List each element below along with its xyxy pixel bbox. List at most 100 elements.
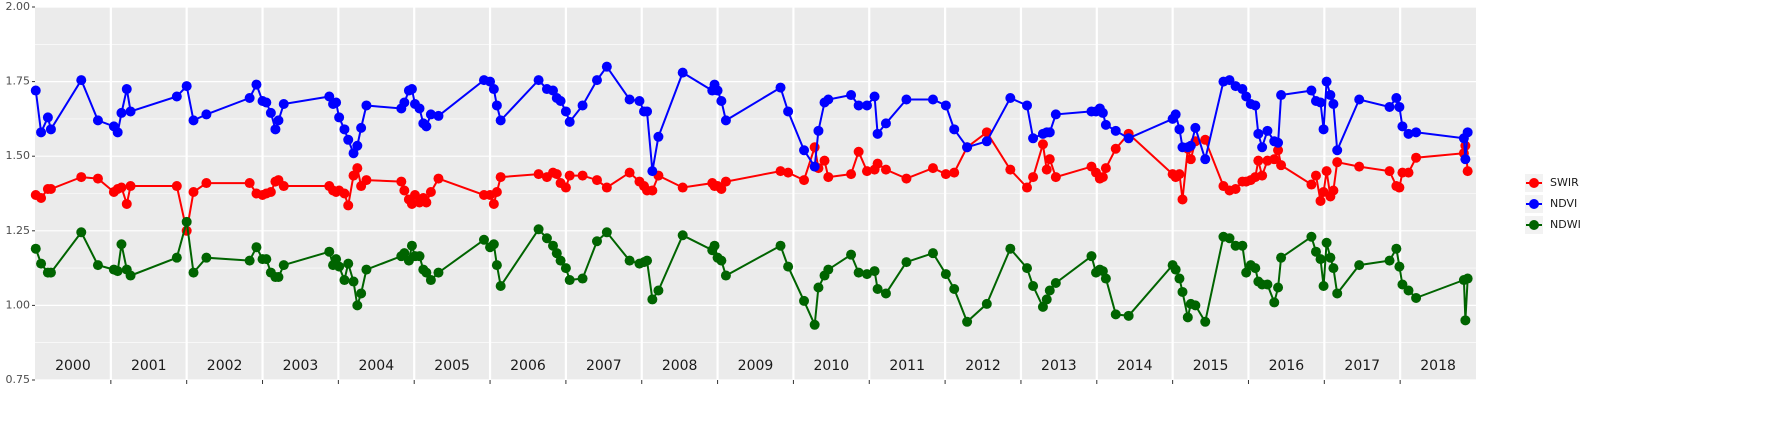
data-point [1037,301,1048,312]
data-point [361,264,372,275]
data-point [861,100,872,111]
data-point [1177,286,1188,297]
data-point [1170,109,1181,120]
data-point [601,61,612,72]
data-point [720,270,731,281]
legend-dot [1529,178,1539,188]
data-point [846,249,857,260]
data-point [1354,161,1365,172]
data-point [348,170,359,181]
data-point [116,239,127,250]
data-point [1257,170,1268,181]
data-point [577,170,588,181]
data-point [1097,107,1108,118]
data-point [1041,294,1052,305]
data-point [491,260,502,271]
data-point [356,288,367,299]
legend-label: SWIR [1550,176,1579,189]
data-point [45,184,56,195]
data-point [1250,100,1261,111]
data-point [425,187,436,198]
data-point [1262,279,1273,290]
data-point [1200,154,1211,165]
data-point [331,97,342,108]
data-point [361,100,372,111]
data-point [125,181,136,192]
data-point [533,75,544,86]
data-point [869,91,880,102]
legend-label: NDVI [1550,197,1577,210]
data-point [261,97,272,108]
data-point [1224,233,1235,244]
data-point [949,283,960,294]
data-point [1273,137,1284,148]
data-point [1411,292,1422,303]
data-point [265,187,276,198]
data-point [555,95,566,106]
data-point [1384,101,1395,112]
data-point [1037,139,1048,150]
year-label: 2000 [55,358,91,374]
data-point [1100,119,1111,130]
data-point [1257,142,1268,153]
data-point [433,110,444,121]
data-point [591,236,602,247]
data-point [433,267,444,278]
data-point [809,319,820,330]
data-point [1394,182,1405,193]
data-point [42,112,53,123]
data-point [399,97,410,108]
year-label: 2010 [814,358,850,374]
data-point [653,285,664,296]
data-point [30,85,41,96]
data-point [541,233,552,244]
year-label: 2013 [1041,358,1077,374]
year-label: 2002 [207,358,243,374]
data-point [1325,252,1336,263]
data-point [1321,237,1332,248]
data-point [962,142,973,153]
data-point [1315,254,1326,265]
data-point [265,107,276,118]
data-point [677,182,688,193]
data-point [36,192,47,203]
data-point [869,266,880,277]
data-point [171,181,182,192]
data-point [324,91,335,102]
data-point [533,224,544,235]
year-label: 2016 [1269,358,1305,374]
data-point [30,243,41,254]
data-point [278,98,289,109]
data-point [809,142,820,153]
data-point [709,240,720,251]
data-point [1170,264,1181,275]
data-point [1182,312,1193,323]
data-point [334,261,345,272]
data-point [121,84,132,95]
data-point [409,189,420,200]
data-point [775,240,786,251]
data-point [1397,121,1408,132]
data-point [76,227,87,238]
data-point [1321,166,1332,177]
data-point [555,255,566,266]
data-point [624,255,635,266]
data-point [981,298,992,309]
y-tick-label: 0.75 [6,373,31,386]
data-point [92,173,103,184]
data-point [783,261,794,272]
data-point [1022,182,1033,193]
year-label: 2008 [662,358,698,374]
data-point [846,90,857,101]
data-point [491,100,502,111]
data-point [1174,169,1185,180]
data-point [940,169,951,180]
data-point [125,106,136,117]
data-point [339,275,350,286]
data-point [901,173,912,184]
data-point [1394,101,1405,112]
data-point [861,269,872,280]
data-point [927,94,938,105]
data-point [872,283,883,294]
